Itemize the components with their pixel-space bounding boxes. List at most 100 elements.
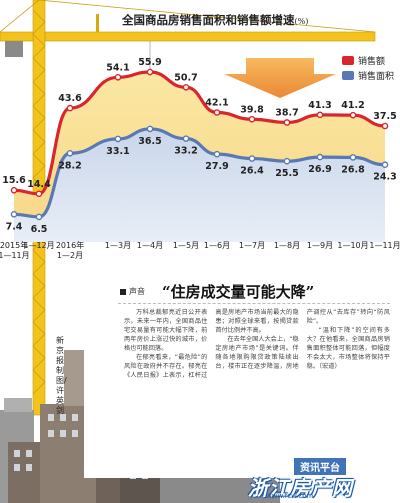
x-tick-label-line: 1—6月 — [204, 241, 230, 250]
x-tick-label-line: 1—3月 — [105, 241, 131, 250]
data-label-sales-area: 25.5 — [275, 168, 298, 179]
point-sales-amount — [248, 115, 256, 123]
data-label-sales-area: 33.2 — [174, 146, 197, 157]
article-tag-label: 声音 — [129, 287, 145, 296]
watermark-brand: 浙江房产网 — [248, 476, 353, 500]
watermark-url: www.fcw.com — [266, 492, 314, 500]
x-tick-label: 2015年 1—11月 — [0, 240, 30, 260]
area-between-series — [14, 72, 385, 217]
point-sales-area — [146, 125, 154, 133]
point-sales-amount — [213, 109, 221, 116]
point-sales-area — [349, 154, 357, 161]
point-sales-amount — [349, 111, 357, 119]
down-arrow-icon — [224, 58, 336, 98]
data-label-sales-amount: 15.6 — [2, 175, 26, 186]
legend-swatch — [342, 71, 354, 80]
data-label-sales-area: 7.4 — [6, 221, 23, 232]
point-sales-area — [213, 150, 221, 158]
point-sales-area — [381, 161, 389, 169]
article-paragraph: 万科总裁郁亮近日公开表示，未来一年内，全国商品住宅交易量有可能大幅下降，前两年房… — [124, 309, 208, 352]
data-label-sales-amount: 50.7 — [174, 72, 197, 83]
x-tick-label-line: 1—4月 — [137, 241, 163, 250]
data-label-sales-amount: 38.7 — [275, 107, 298, 118]
x-tick-label-line: 1—10月 — [337, 241, 368, 250]
point-sales-amount — [182, 83, 190, 91]
point-sales-amount — [146, 68, 154, 76]
data-label-sales-amount: 39.8 — [240, 104, 264, 115]
x-tick-label-line: 1—2月 — [57, 251, 83, 260]
x-tick-label-line: 2016年 — [56, 240, 84, 250]
legend-label: 销售额 — [358, 57, 386, 67]
data-label-sales-area: 27.9 — [205, 161, 228, 172]
x-tick-label: 1—3月 — [105, 241, 131, 250]
legend-item-sales-amount: 销售额 — [342, 54, 385, 67]
data-label-sales-area: 26.4 — [240, 166, 264, 177]
article-tag: 声音 — [120, 286, 145, 297]
x-tick-label: 1—10月 — [337, 241, 368, 250]
x-tick-label: 1—12月 — [23, 241, 54, 250]
x-tick-label-line: 2015年 — [0, 240, 28, 250]
x-tick-label-line: 1—11月 — [369, 241, 400, 250]
data-label-sales-area: 33.1 — [106, 146, 129, 157]
point-sales-amount — [283, 119, 291, 126]
legend-swatch — [342, 56, 354, 65]
x-tick-label: 2016年 1—2月 — [56, 240, 84, 260]
x-tick-label: 1—11月 — [369, 241, 400, 250]
article-body: 万科总裁郁亮近日公开表示，未来一年内，全国商品住宅交易量有可能大幅下降，前两年房… — [124, 308, 390, 468]
data-label-sales-area: 26.9 — [308, 164, 331, 175]
chart-title-text: 全国商品房销售面积和销售额增速 — [122, 13, 295, 27]
data-label-sales-area: 6.5 — [31, 224, 48, 235]
data-label-sales-amount: 54.1 — [106, 62, 129, 73]
data-label-sales-area: 36.5 — [138, 136, 161, 147]
x-tick-label-line: 1—7月 — [239, 241, 265, 250]
point-sales-amount — [10, 186, 18, 194]
article-panel: 声音 “住房成交量可能大降” 万科总裁郁亮近日公开表示，未来一年内，全国商品住宅… — [84, 278, 396, 478]
point-sales-area — [248, 155, 256, 162]
data-label-sales-amount: 42.1 — [205, 98, 228, 109]
chart-labels: 15.6 14.4 43.6 54.1 55.9 50.7 42.1 39.8 38.7 41.3… — [2, 57, 396, 235]
image-credit: 新京报制图/许英剑 — [56, 336, 67, 415]
x-tick-label-line: 1—5月 — [173, 241, 199, 250]
chart-title: 全国商品房销售面积和销售额增速(%) — [122, 12, 392, 28]
x-tick-label-line: 1—8月 — [274, 241, 300, 250]
x-tick-label: 1—6月 — [204, 241, 230, 250]
chart-areas — [14, 72, 385, 242]
data-label-sales-area: 24.3 — [373, 172, 396, 183]
data-label-sales-amount: 37.5 — [373, 111, 396, 122]
point-sales-amount — [316, 111, 324, 119]
data-label-sales-area: 28.2 — [58, 160, 81, 171]
article-paragraph: 在郁亮看来，“最危险”的风险在政府并不存在。郁亮在《人民日报》上表示，杠杆过高是… — [124, 309, 299, 379]
point-sales-area — [114, 135, 122, 143]
x-tick-label: 1—7月 — [239, 241, 265, 250]
article-paragraph: 在去年全国人大会上，“稳定房地产市场”是关键词。伴随各地限购限贷政策陆续出台，楼… — [215, 309, 390, 370]
crane-illustration — [0, 0, 376, 416]
data-label-sales-area: 26.8 — [341, 164, 365, 175]
point-sales-area — [35, 213, 43, 221]
data-label-sales-amount: 41.2 — [341, 100, 364, 111]
x-tick-label-line: 1—9月 — [307, 241, 333, 250]
data-label-sales-amount: 43.6 — [58, 93, 82, 104]
point-sales-area — [283, 157, 291, 165]
x-tick-label-line: 1—12月 — [23, 241, 54, 250]
divider — [118, 303, 390, 304]
x-tick-label: 1—8月 — [274, 241, 300, 250]
data-label-sales-amount: 14.4 — [27, 179, 51, 190]
x-tick-label: 1—9月 — [307, 241, 333, 250]
watermark-badge: 资讯平台 — [294, 458, 346, 475]
x-tick-label: 1—5月 — [173, 241, 199, 250]
point-sales-area — [182, 135, 190, 142]
point-sales-amount — [381, 122, 389, 130]
legend-label: 销售面积 — [358, 72, 395, 82]
point-sales-amount — [66, 104, 74, 112]
data-label-sales-amount: 41.3 — [308, 100, 331, 111]
point-sales-area — [316, 153, 324, 161]
x-tick-label-line: 1—11月 — [0, 251, 30, 260]
x-tick-label: 1—4月 — [137, 241, 163, 250]
data-label-sales-amount: 55.9 — [138, 57, 161, 68]
chart-unit: (%) — [294, 17, 309, 26]
article-title: “住房成交量可能大降” — [162, 283, 315, 301]
area-below-sales-area — [14, 128, 385, 242]
chart-markers — [10, 68, 389, 221]
legend-item-sales-area: 销售面积 — [342, 69, 394, 82]
point-sales-amount — [35, 190, 43, 198]
